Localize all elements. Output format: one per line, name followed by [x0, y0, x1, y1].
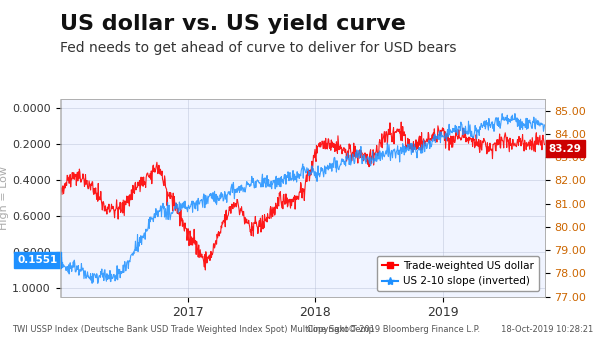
Text: TWI USSP Index (Deutsche Bank USD Trade Weighted Index Spot) Multiline Saxo Temp: TWI USSP Index (Deutsche Bank USD Trade …	[12, 325, 374, 334]
Legend: Trade-weighted US dollar, US 2-10 slope (inverted): Trade-weighted US dollar, US 2-10 slope …	[377, 256, 539, 292]
Text: US dollar vs. US yield curve: US dollar vs. US yield curve	[60, 14, 407, 34]
Text: 83.29: 83.29	[549, 144, 581, 153]
Text: Copyright© 2019 Bloomberg Finance L.P.        18-Oct-2019 10:28:21: Copyright© 2019 Bloomberg Finance L.P. 1…	[307, 325, 593, 334]
Y-axis label: High = Low: High = Low	[0, 166, 9, 230]
Text: Fed needs to get ahead of curve to deliver for USD bears: Fed needs to get ahead of curve to deliv…	[60, 41, 457, 55]
Text: 0.1551: 0.1551	[18, 255, 57, 265]
